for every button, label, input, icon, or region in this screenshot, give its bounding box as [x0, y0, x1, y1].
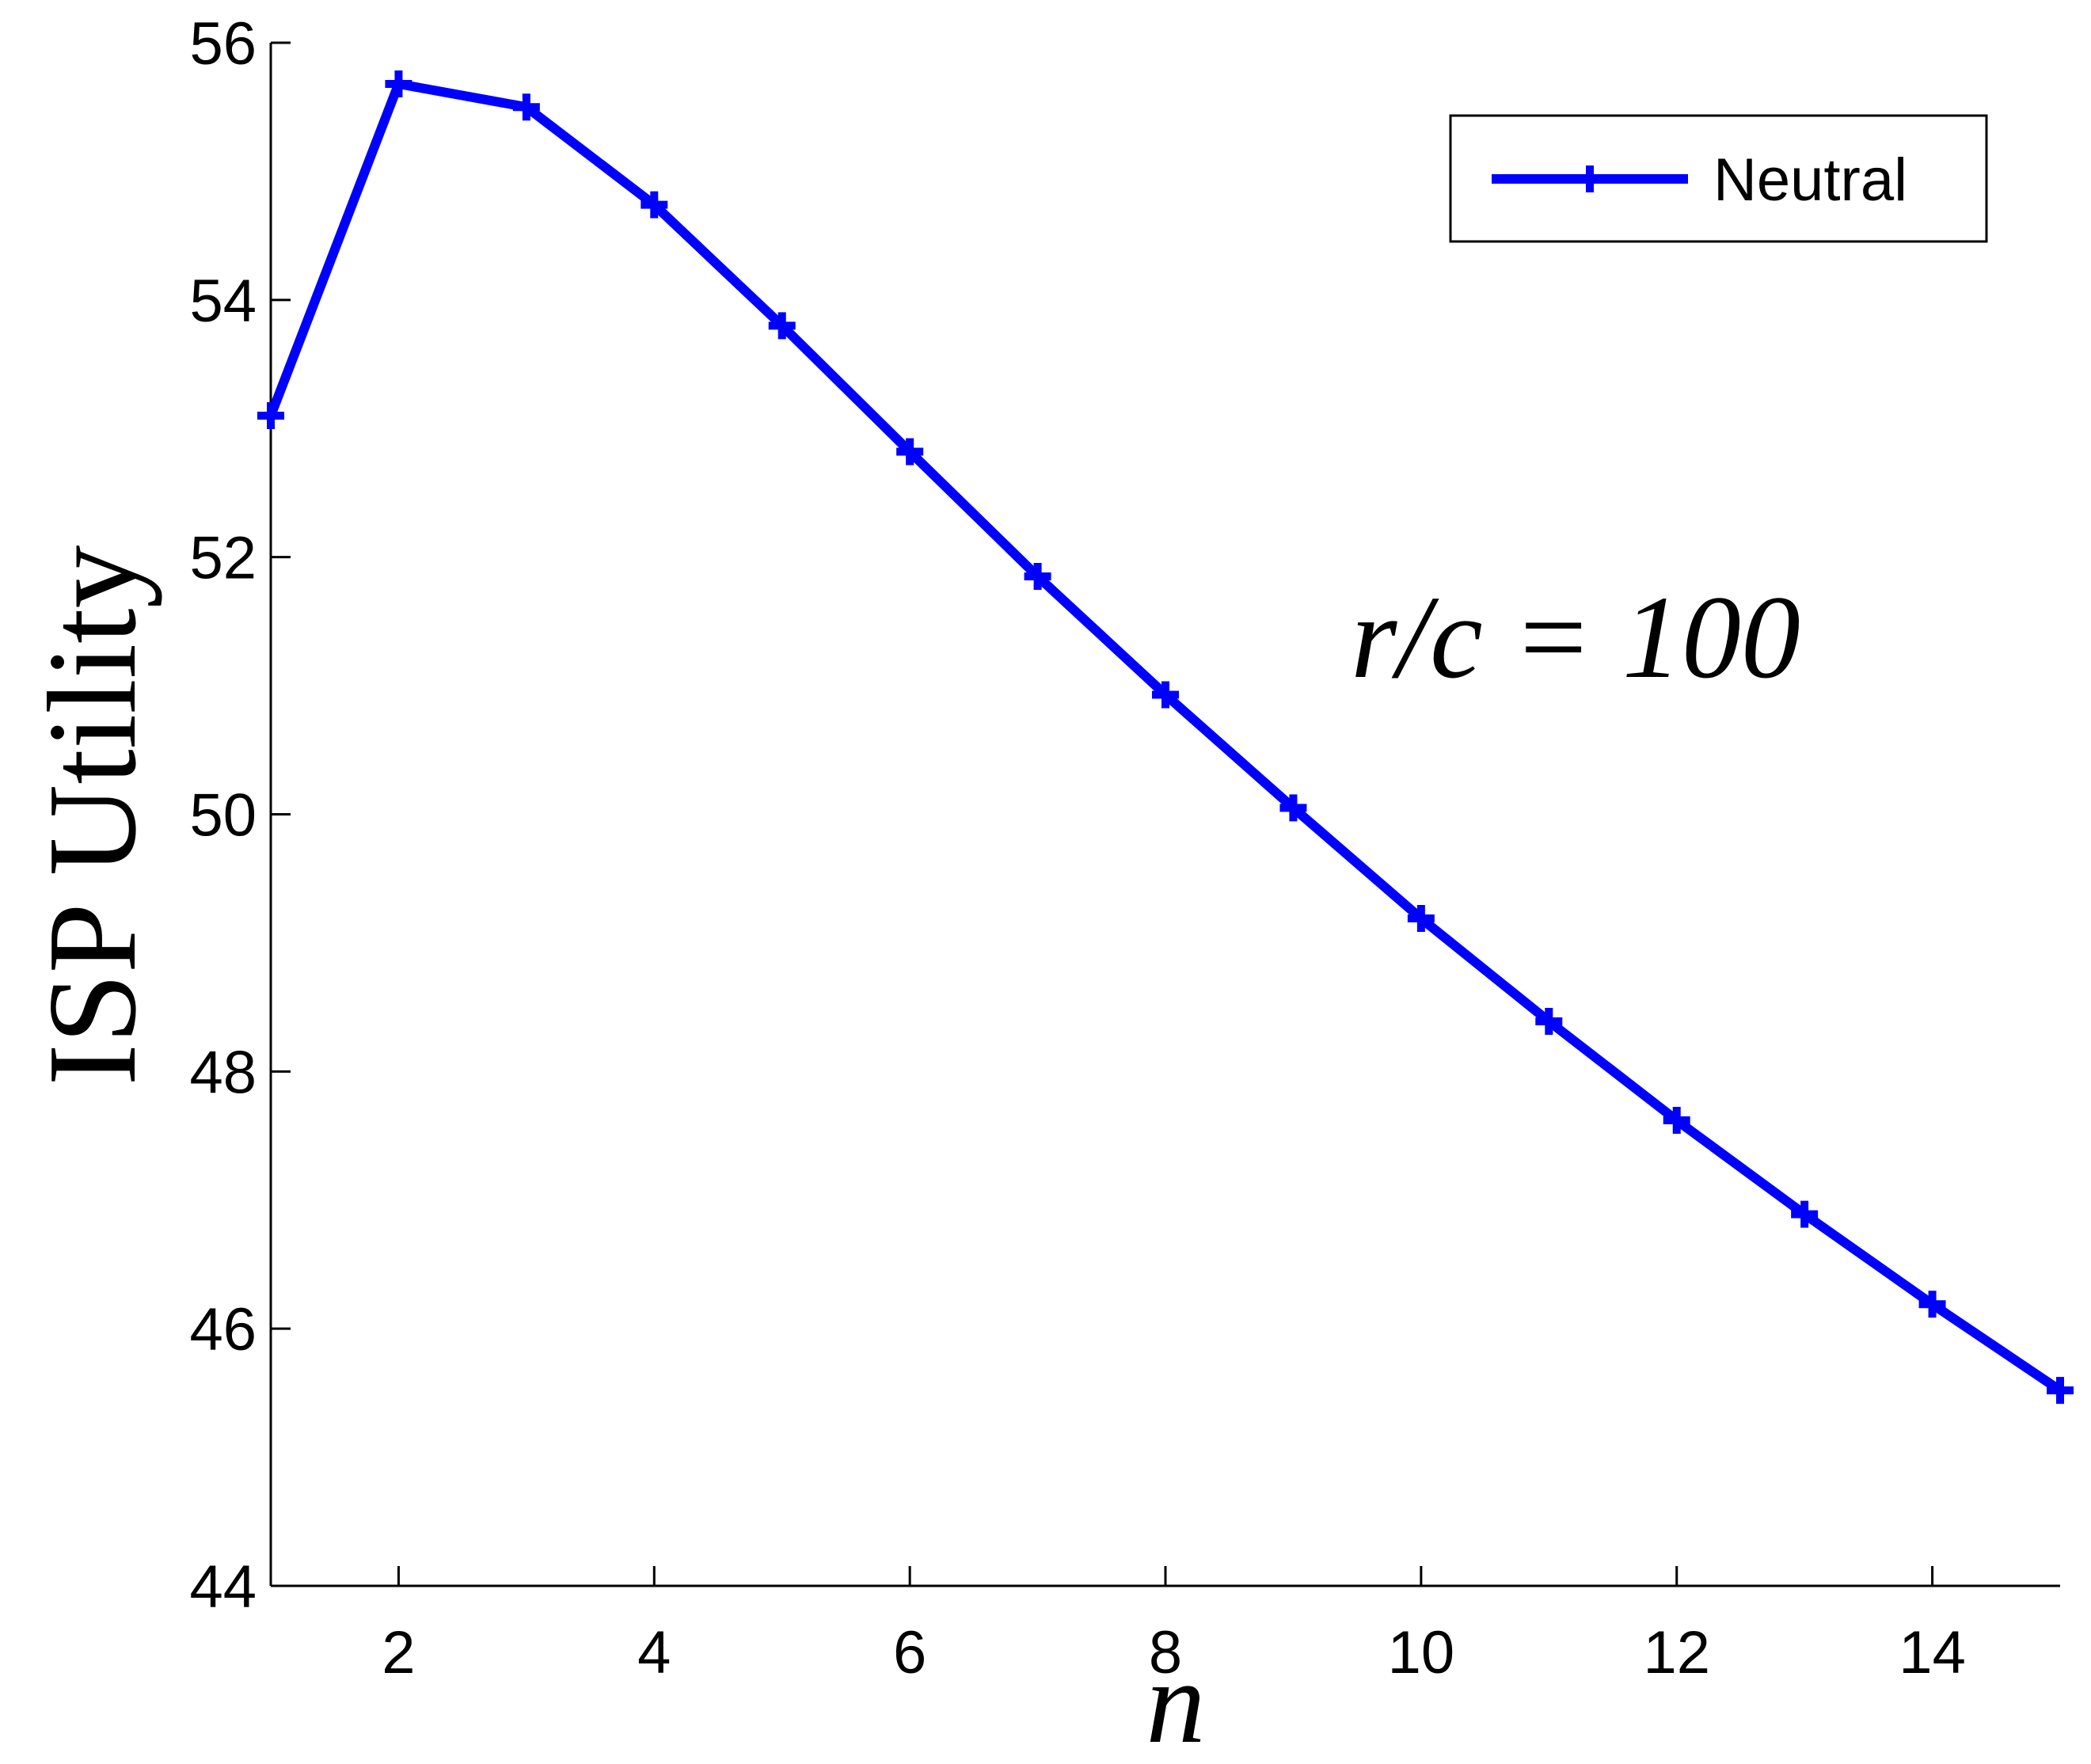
x-tick-label: 6 [893, 1619, 926, 1686]
x-tick-label: 12 [1643, 1619, 1710, 1686]
point-marker [512, 93, 540, 121]
y-tick-label: 48 [189, 1039, 257, 1106]
point-marker [768, 312, 796, 340]
x-tick-label: 14 [1899, 1619, 1966, 1686]
x-tick-label: 2 [382, 1619, 415, 1686]
point-marker [1663, 1107, 1690, 1135]
point-marker [1918, 1291, 1946, 1318]
point-marker [385, 70, 412, 97]
annotation: r/c = 100 [1351, 572, 1800, 703]
x-tick-label: 10 [1388, 1619, 1455, 1686]
x-tick-label: 8 [1149, 1619, 1182, 1686]
legend-marker [1576, 165, 1603, 192]
x-tick-label: 4 [637, 1619, 671, 1686]
point-marker [1791, 1200, 1819, 1228]
point-marker [257, 402, 284, 430]
point-marker [1407, 905, 1435, 933]
y-tick-label: 46 [189, 1296, 257, 1363]
y-tick-label: 52 [189, 525, 257, 592]
point-marker [641, 191, 668, 219]
y-axis-label: ISP Utility [21, 545, 162, 1085]
point-marker [2047, 1377, 2074, 1405]
point-marker [1152, 681, 1179, 709]
point-marker [896, 438, 924, 466]
series-line [266, 78, 2063, 1395]
y-tick-label: 56 [189, 10, 257, 78]
point-marker [1279, 794, 1307, 822]
y-tick-label: 54 [189, 268, 257, 335]
legend-label: Neutral [1713, 146, 1907, 214]
x-axis-label: n [1146, 1637, 1206, 1764]
y-tick-label: 44 [189, 1553, 257, 1621]
point-marker [1535, 1007, 1563, 1035]
y-tick-label: 50 [189, 782, 257, 850]
point-marker [1024, 563, 1051, 591]
